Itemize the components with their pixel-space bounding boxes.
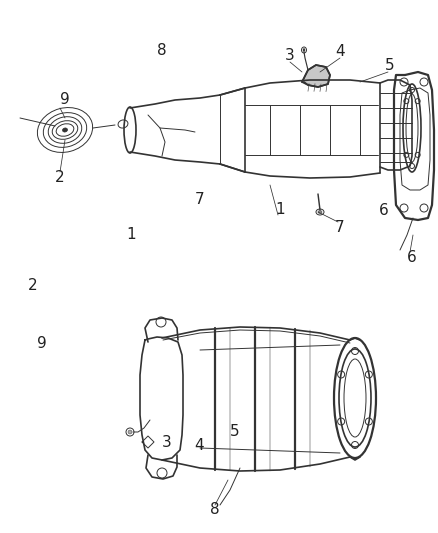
Text: 4: 4 bbox=[194, 438, 204, 453]
Ellipse shape bbox=[318, 211, 322, 214]
Text: 8: 8 bbox=[157, 43, 167, 58]
Text: 7: 7 bbox=[335, 221, 345, 236]
Text: 6: 6 bbox=[378, 203, 388, 218]
Text: 2: 2 bbox=[28, 278, 38, 293]
Polygon shape bbox=[302, 65, 330, 87]
Text: 3: 3 bbox=[162, 435, 171, 450]
Text: 2: 2 bbox=[55, 171, 65, 185]
Text: 5: 5 bbox=[230, 424, 239, 439]
Ellipse shape bbox=[303, 49, 305, 52]
Text: 1: 1 bbox=[127, 227, 136, 242]
Text: 7: 7 bbox=[194, 192, 204, 207]
Text: 9: 9 bbox=[37, 336, 46, 351]
Ellipse shape bbox=[63, 128, 67, 132]
Text: 4: 4 bbox=[335, 44, 345, 60]
Text: 1: 1 bbox=[275, 203, 285, 217]
Text: 3: 3 bbox=[285, 47, 295, 62]
Text: 5: 5 bbox=[385, 58, 395, 72]
Text: 8: 8 bbox=[210, 503, 220, 518]
Text: 6: 6 bbox=[407, 251, 417, 265]
Text: 9: 9 bbox=[60, 93, 70, 108]
Ellipse shape bbox=[128, 430, 132, 434]
